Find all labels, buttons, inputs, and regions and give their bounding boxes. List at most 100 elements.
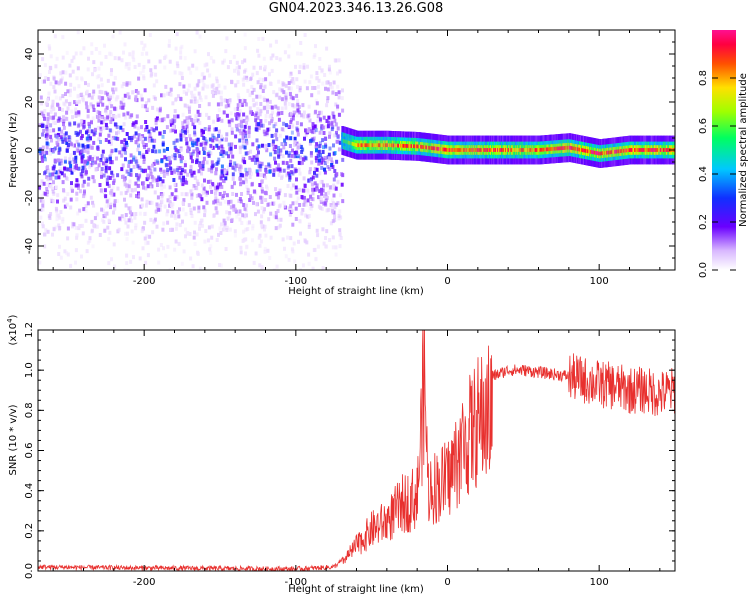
spectrogram-noise-cell: [147, 129, 151, 134]
spectrogram-noise-cell: [159, 200, 163, 204]
spectrogram-noise-cell: [226, 216, 230, 221]
spectrogram-noise-cell: [108, 128, 112, 133]
spectrogram-noise-cell: [128, 179, 132, 184]
spectrogram-noise-cell: [171, 101, 175, 106]
spectrogram-noise-cell: [276, 106, 280, 111]
spectrogram-noise-cell: [45, 141, 49, 146]
spectrogram-noise-cell: [160, 93, 163, 98]
spectrogram-noise-cell: [45, 132, 49, 137]
spectrogram-noise-cell: [60, 129, 64, 134]
spectrogram-noise-cell: [107, 139, 111, 144]
spectrogram-signal-cell: [643, 148, 646, 152]
spectrogram-noise-cell: [119, 100, 123, 105]
spectrogram-noise-cell: [263, 97, 267, 102]
spectrogram-noise-cell: [125, 132, 129, 136]
spectrogram-noise-cell: [90, 50, 94, 55]
spectrogram-noise-cell: [287, 164, 291, 169]
spectrogram-noise-cell: [240, 221, 244, 225]
spectrogram-noise-cell: [125, 169, 129, 174]
y-tick-label: 0.8: [24, 402, 35, 418]
spectrogram-noise-cell: [196, 181, 200, 186]
spectrogram-noise-cell: [95, 224, 99, 229]
spectrogram-noise-cell: [233, 233, 237, 238]
spectrogram-noise-cell: [341, 199, 345, 204]
spectrogram-noise-cell: [114, 76, 117, 80]
spectrogram-noise-cell: [108, 113, 112, 118]
spectrogram-noise-cell: [227, 213, 231, 218]
spectrogram-noise-cell: [299, 51, 303, 56]
spectrogram-noise-cell: [221, 147, 225, 152]
spectrogram-noise-cell: [100, 189, 104, 194]
spectrogram-noise-cell: [181, 121, 185, 126]
spectrogram-noise-cell: [189, 169, 193, 174]
spectrogram-noise-cell: [72, 157, 76, 162]
spectrogram-noise-cell: [195, 179, 199, 184]
spectrogram-noise-cell: [40, 158, 44, 163]
spectrogram-noise-cell: [190, 195, 194, 200]
spectrogram-noise-cell: [169, 227, 173, 232]
spectrogram-noise-cell: [182, 133, 186, 138]
spectrogram-noise-cell: [134, 181, 138, 186]
spectrogram-noise-cell: [293, 140, 297, 145]
spectrogram-noise-cell: [174, 226, 178, 231]
spectrogram-noise-cell: [211, 83, 215, 88]
spectrogram-noise-cell: [259, 65, 262, 70]
spectrogram-noise-cell: [244, 251, 247, 256]
spectrogram-noise-cell: [299, 113, 303, 118]
spectrogram-noise-cell: [264, 198, 268, 202]
spectrogram-noise-cell: [153, 65, 157, 70]
spectrogram-noise-cell: [79, 172, 83, 177]
spectrogram-noise-cell: [337, 90, 341, 95]
spectrogram-noise-cell: [56, 193, 60, 198]
spectrogram-noise-cell: [248, 175, 252, 179]
spectrogram-noise-cell: [215, 86, 219, 91]
spectrogram-noise-cell: [193, 86, 197, 91]
y-tick-label: 0.2: [24, 523, 35, 539]
spectrogram-noise-cell: [75, 233, 79, 238]
spectrogram-signal-cell: [629, 148, 632, 152]
spectrogram-noise-cell: [304, 156, 308, 161]
spectrogram-noise-cell: [46, 177, 50, 182]
spectrogram-noise-cell: [225, 36, 229, 41]
spectrogram-noise-cell: [183, 169, 187, 174]
spectrogram-noise-cell: [311, 266, 315, 270]
spectrogram-noise-cell: [129, 168, 133, 173]
spectrogram-noise-cell: [129, 159, 133, 164]
spectrogram-noise-cell: [175, 168, 179, 173]
spectrogram-noise-cell: [169, 166, 173, 171]
spectrogram-noise-cell: [288, 173, 292, 178]
spectrogram-noise-cell: [70, 181, 73, 186]
spectrogram-noise-cell: [250, 90, 254, 95]
spectrogram-noise-cell: [273, 156, 277, 161]
spectrogram-noise-cell: [141, 246, 145, 251]
spectrogram-noise-cell: [58, 161, 62, 166]
spectrogram-noise-cell: [127, 136, 131, 140]
spectrogram-noise-cell: [176, 94, 180, 99]
y-tick-label: 1.2: [24, 322, 35, 338]
spectrogram-noise-cell: [321, 81, 325, 86]
spectrogram-noise-cell: [326, 99, 329, 104]
spectrogram-noise-cell: [331, 198, 334, 203]
spectrogram-noise-cell: [331, 201, 335, 206]
spectrogram-noise-cell: [220, 222, 223, 227]
spectrogram-noise-cell: [166, 172, 170, 176]
spectrogram-noise-cell: [238, 209, 242, 214]
spectrogram-noise-cell: [166, 168, 170, 172]
spectrogram-noise-cell: [188, 232, 192, 236]
spectrogram-noise-cell: [225, 151, 229, 156]
spectrogram-signal-cell: [667, 148, 670, 152]
spectrogram-noise-cell: [243, 69, 246, 74]
spectrogram-noise-cell: [285, 161, 289, 166]
spectrogram-noise-cell: [112, 192, 116, 197]
spectrogram-noise-cell: [92, 175, 95, 180]
spectrogram-noise-cell: [94, 167, 98, 172]
spectrogram-noise-cell: [340, 172, 344, 177]
spectrogram-noise-cell: [89, 195, 93, 200]
spectrogram-noise-cell: [63, 159, 67, 164]
spectrogram-noise-cell: [122, 81, 126, 86]
spectrogram-noise-cell: [97, 137, 101, 142]
colorbar-tick-label: 0.6: [698, 118, 709, 134]
spectrogram-noise-cell: [317, 204, 321, 209]
